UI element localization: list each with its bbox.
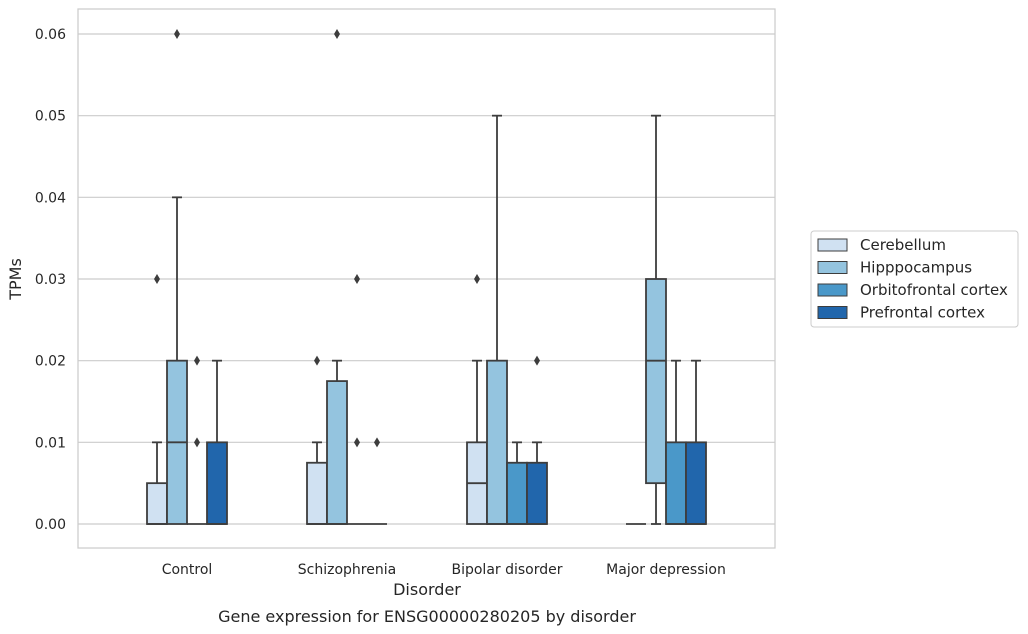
legend-frame: [810, 230, 1019, 328]
y-tick-label: 0.05: [35, 109, 66, 125]
box-orbitofrontal-cortex: [665, 359, 687, 525]
outlier-point: [194, 437, 200, 448]
box-cerebellum: [466, 274, 488, 525]
box-prefrontal-cortex: [685, 359, 707, 525]
outlier-point: [174, 29, 180, 39]
plot-frame: [77, 8, 776, 549]
box-prefrontal-cortex: [526, 355, 548, 525]
box-hipppocampus: [326, 29, 348, 525]
outlier-point: [194, 355, 200, 366]
box-body: [306, 461, 328, 525]
outlier-point: [374, 437, 380, 448]
y-tick-label: 0.01: [35, 435, 66, 451]
y-axis-label: TPMs: [6, 258, 25, 301]
outlier-point: [154, 274, 160, 284]
y-tick-label: 0.06: [35, 27, 66, 43]
x-tick-label: Schizophrenia: [298, 562, 396, 578]
outlier-point: [354, 274, 360, 284]
box-cerebellum: [146, 274, 168, 525]
box-orbitofrontal-cortex: [506, 441, 528, 525]
x-tick-label: Major depression: [606, 562, 726, 578]
box-hipppocampus: [645, 114, 667, 525]
box-body: [645, 278, 667, 485]
box-body: [486, 359, 508, 525]
box-body: [526, 461, 548, 525]
box-body: [665, 441, 687, 525]
legend-swatch: [817, 238, 848, 252]
box-hipppocampus: [166, 29, 188, 525]
y-tick-label: 0.03: [35, 272, 66, 288]
box-body: [146, 482, 168, 525]
y-tick-label: 0.02: [35, 354, 66, 370]
outlier-point: [334, 29, 340, 39]
outlier-point: [534, 355, 540, 366]
box-prefrontal-cortex: [206, 359, 228, 525]
y-tick-label: 0.00: [35, 517, 66, 533]
x-tick-labels: Control Schizophrenia Bipolar disorder Majo…: [162, 562, 726, 578]
y-tick-labels: 0.00 0.01 0.02 0.03 0.04 0.05 0.06: [35, 27, 66, 533]
outlier-point: [474, 274, 480, 284]
box-body: [685, 441, 707, 525]
box-hipppocampus: [486, 114, 508, 525]
x-tick-label: Control: [162, 562, 213, 578]
outlier-point: [314, 355, 320, 366]
box-prefrontal-cortex: [367, 437, 387, 525]
boxes: [146, 29, 707, 525]
box-cerebellum: [306, 355, 328, 525]
legend-label: Hipppocampus: [860, 259, 972, 277]
outlier-point: [354, 437, 360, 448]
box-orbitofrontal-cortex: [187, 355, 207, 525]
chart-title: Gene expression for ENSG00000280205 by d…: [218, 607, 636, 626]
y-tick-label: 0.04: [35, 190, 66, 206]
legend-swatch: [817, 283, 848, 297]
legend-label: Cerebellum: [860, 236, 946, 254]
x-axis-label: Disorder: [393, 580, 461, 599]
legend: Cerebellum Hipppocampus Orbitofrontal cort…: [810, 230, 1019, 328]
legend-swatch: [817, 306, 848, 319]
x-tick-label: Bipolar disorder: [451, 562, 562, 578]
legend-label: Orbitofrontal cortex: [860, 281, 1008, 299]
box-body: [206, 441, 228, 525]
box-body: [506, 461, 528, 525]
legend-swatch: [817, 261, 848, 274]
box-body: [326, 380, 348, 525]
legend-label: Prefrontal cortex: [860, 304, 985, 322]
box-orbitofrontal-cortex: [347, 274, 367, 525]
